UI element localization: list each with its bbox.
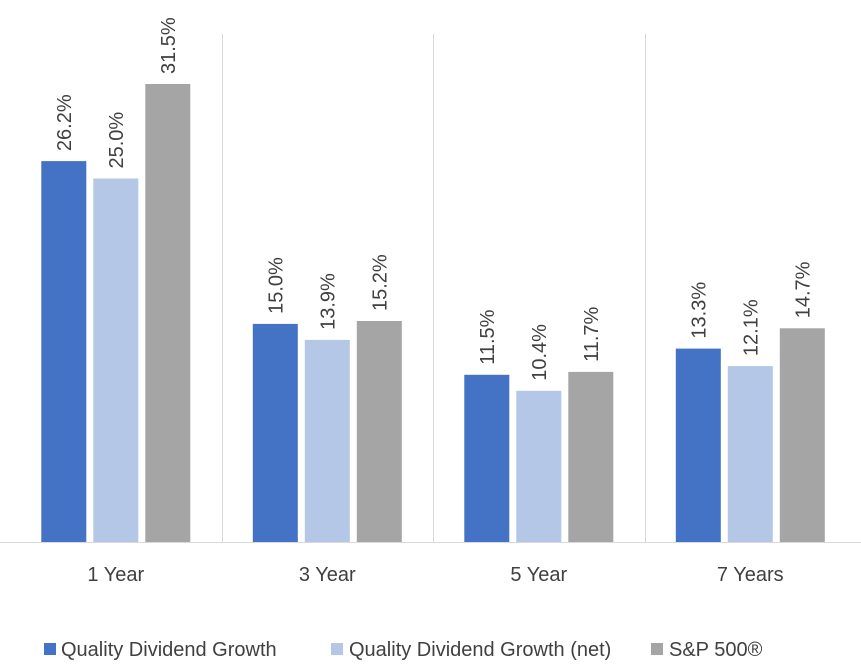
legend-swatch [331,643,343,655]
bar [727,366,773,542]
bar [516,390,562,542]
bar [304,339,350,542]
legend-label: Quality Dividend Growth (net) [349,639,611,661]
x-tick-label: 5 Year [510,564,567,586]
data-label: 25.0% [106,112,128,169]
data-label: 31.5% [158,17,180,74]
value-labels-group: 26.2% 25.0% 31.5% 15.0% 13.9% 15.2% 11.5% 10.4%… [54,17,814,381]
bar [464,374,510,542]
bars-group [41,84,825,542]
data-label: 15.2% [369,254,391,311]
data-label: 11.5% [477,309,499,364]
legend-label: Quality Dividend Growth [61,639,277,661]
bar [252,323,298,542]
x-tick-label: 1 Year [87,564,144,586]
data-label: 13.3% [688,282,710,339]
legend: Quality Dividend Growth Quality Dividend … [44,639,763,661]
x-tick-label: 3 Year [299,564,356,586]
bar [568,371,614,542]
x-tick-label: 7 Years [717,564,784,586]
data-label: 26.2% [54,94,76,151]
legend-swatch [651,643,663,655]
data-label: 13.9% [317,273,339,330]
data-label: 15.0% [265,257,287,314]
category-separators [222,34,646,542]
bar [41,161,87,542]
bar [145,84,191,542]
legend-label: S&P 500® [669,639,763,661]
data-label: 10.4% [529,324,551,381]
bar [675,348,721,542]
bar [93,178,139,542]
data-label: 11.7% [581,306,603,361]
legend-swatch [44,643,56,655]
data-label: 14.7% [792,261,814,318]
bar [356,321,402,542]
data-label: 12.1% [740,299,762,356]
category-labels-group: 1 Year 3 Year 5 Year 7 Years [87,564,783,586]
bar [779,328,825,542]
